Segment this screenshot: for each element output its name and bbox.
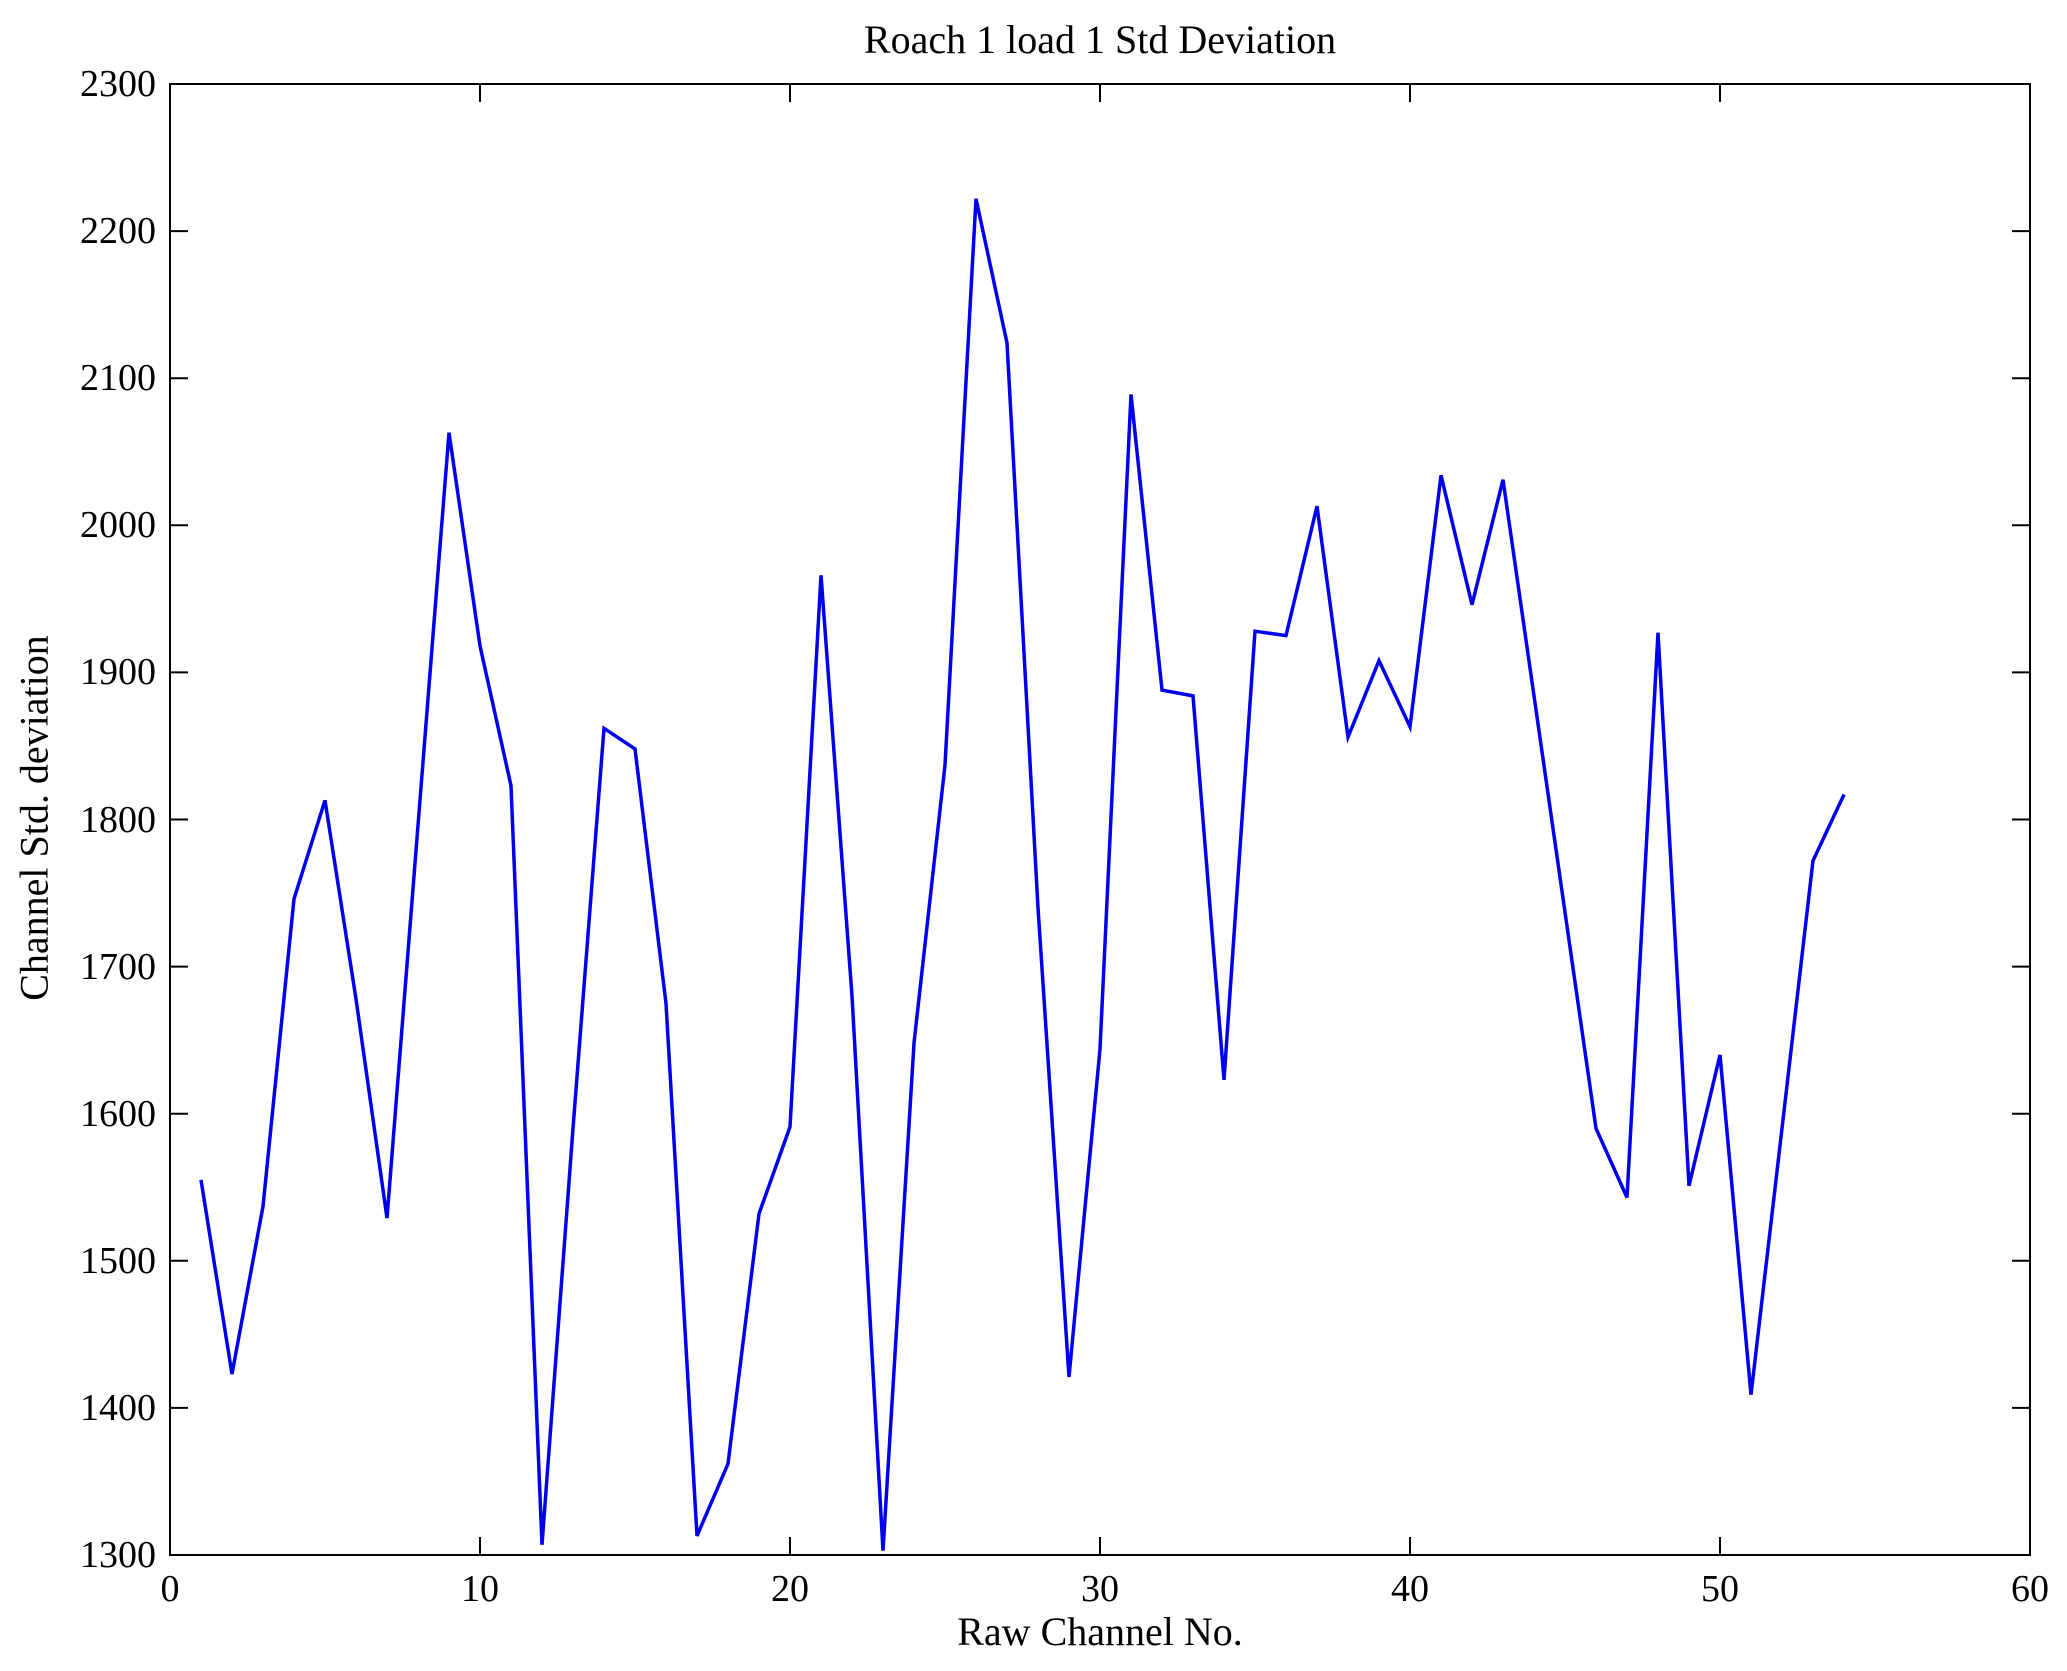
y-tick-label: 2200 bbox=[80, 210, 156, 253]
y-tick-label: 1700 bbox=[80, 945, 156, 988]
y-tick-label: 2000 bbox=[80, 504, 156, 547]
x-tick-label: 0 bbox=[160, 1568, 180, 1610]
x-axis-label: Raw Channel No. bbox=[957, 1609, 1243, 1654]
y-tick-label: 2300 bbox=[80, 63, 156, 105]
y-axis-label: Channel Std. deviation bbox=[11, 635, 57, 1001]
y-tick-label: 1900 bbox=[80, 651, 156, 694]
x-tick-label: 30 bbox=[1081, 1568, 1119, 1610]
x-tick-label: 10 bbox=[461, 1568, 499, 1610]
x-tick-label: 20 bbox=[771, 1568, 809, 1610]
y-tick-label: 1500 bbox=[80, 1239, 156, 1282]
chart-title: Roach 1 load 1 Std Deviation bbox=[863, 17, 1337, 62]
y-tick-label: 1800 bbox=[80, 798, 156, 841]
y-tick-label: 2100 bbox=[80, 357, 156, 400]
x-tick-label: 60 bbox=[2011, 1568, 2049, 1610]
y-tick-label: 1400 bbox=[80, 1386, 156, 1429]
data-line-channel-std-deviation bbox=[199, 198, 1846, 1551]
x-tick-label: 40 bbox=[1391, 1568, 1429, 1610]
y-tick-label: 1600 bbox=[80, 1092, 156, 1135]
x-tick-label: 50 bbox=[1701, 1568, 1739, 1610]
plot-box bbox=[169, 83, 2031, 1556]
y-tick-label: 1300 bbox=[80, 1534, 156, 1576]
